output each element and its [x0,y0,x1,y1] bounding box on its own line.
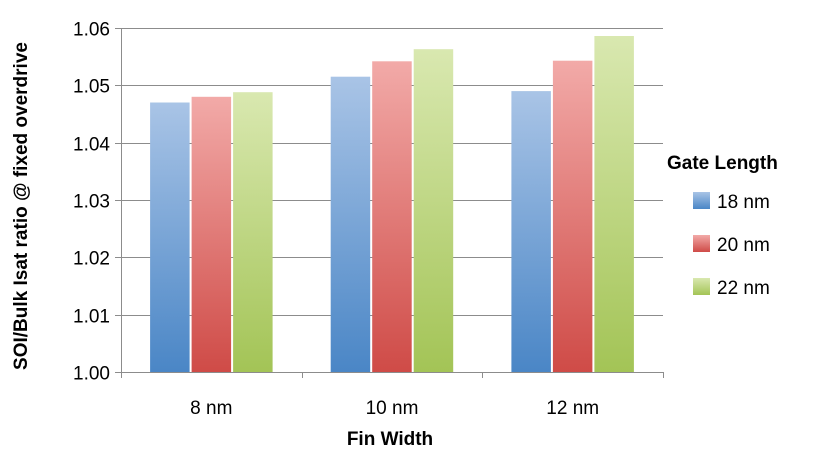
y-axis-title: SOI/Bulk Isat ratio @ fixed overdrive [11,42,32,370]
y-tick-label: 1.00 [73,364,110,385]
y-tick-labels: 1.00 1.01 1.02 1.03 1.04 1.05 1.06 [73,20,110,385]
legend-swatch [693,192,710,209]
bar-20nm-10nm [372,61,412,373]
legend-label: 20 nm [717,235,770,256]
legend: Gate Length 18 nm 20 nm 22 nm [667,153,778,299]
bar-18nm-12nm [511,91,551,372]
bar-22nm-12nm [594,36,634,372]
legend-label: 18 nm [717,192,770,213]
bar-18nm-8nm [150,102,190,372]
legend-title: Gate Length [667,153,778,174]
legend-items: 18 nm 20 nm 22 nm [693,192,770,299]
y-tick-label: 1.02 [73,249,110,270]
y-tick-label: 1.04 [73,135,110,156]
legend-label: 22 nm [717,278,770,299]
y-tick-label: 1.01 [73,307,110,328]
bar-20nm-8nm [191,96,232,373]
y-tick-label: 1.05 [73,77,110,98]
axes [115,28,664,378]
bar-22nm-10nm [413,49,454,372]
bars-group [150,36,634,373]
x-tick-label: 12 nm [546,398,599,419]
legend-swatch [693,235,710,252]
bar-22nm-8nm [233,92,273,372]
x-tick-labels: 8 nm 10 nm 12 nm [190,398,599,419]
x-tick-label: 8 nm [190,398,232,419]
y-tick-label: 1.03 [73,192,110,213]
bar-18nm-10nm [330,76,371,372]
x-tick-label: 10 nm [366,398,419,419]
bar-20nm-12nm [552,60,593,372]
legend-swatch [693,278,710,295]
x-axis-title: Fin Width [347,429,433,450]
y-tick-label: 1.06 [73,20,110,41]
